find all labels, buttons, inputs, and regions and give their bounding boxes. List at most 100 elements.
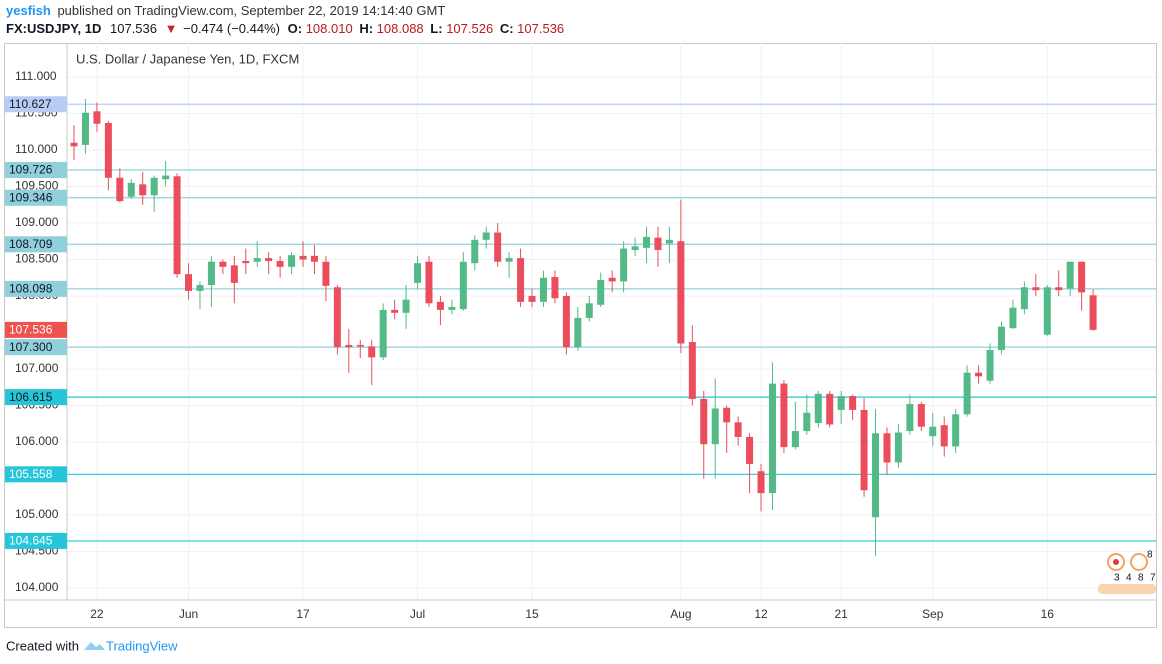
candle-body bbox=[505, 258, 513, 262]
header-line-2: FX:USDJPY, 1D 107.536 ▼ −0.474 (−0.44%) … bbox=[6, 21, 564, 36]
candle-body bbox=[185, 274, 193, 291]
x-tick-label: 12 bbox=[754, 607, 768, 621]
candle-body bbox=[448, 306, 456, 310]
candle-body bbox=[757, 471, 765, 494]
y-tick-label: 109.000 bbox=[15, 215, 59, 229]
candle-body bbox=[1055, 287, 1063, 291]
level-label: 109.346 bbox=[9, 190, 53, 204]
high-label: H: bbox=[359, 21, 373, 36]
level-label-bg bbox=[5, 162, 67, 179]
close: 107.536 bbox=[517, 21, 564, 36]
candle-body bbox=[768, 383, 776, 494]
candle-body bbox=[345, 344, 353, 348]
candle-body bbox=[459, 261, 467, 310]
candle-body bbox=[952, 414, 960, 447]
candle-body bbox=[93, 111, 101, 124]
event-count[interactable]: 3 bbox=[1114, 573, 1120, 584]
symbol: FX:USDJPY, 1D bbox=[6, 21, 101, 36]
open-label: O: bbox=[288, 21, 302, 36]
candle-body bbox=[333, 287, 341, 348]
level-label-bg bbox=[5, 389, 67, 406]
change: −0.474 (−0.44%) bbox=[183, 21, 280, 36]
level-label-bg bbox=[5, 466, 67, 483]
candle-body bbox=[322, 261, 330, 286]
candle-body bbox=[368, 346, 376, 358]
candle-body bbox=[265, 258, 273, 261]
low-label: L: bbox=[430, 21, 442, 36]
level-label: 107.300 bbox=[9, 340, 53, 354]
candle-body bbox=[711, 408, 719, 445]
level-label-bg bbox=[5, 96, 67, 113]
event-dot bbox=[1113, 559, 1119, 565]
candle-body bbox=[219, 261, 227, 267]
candle-body bbox=[81, 112, 89, 145]
candle-body bbox=[997, 326, 1005, 351]
candle-body bbox=[723, 407, 731, 423]
candle-body bbox=[906, 404, 914, 432]
candle-body bbox=[70, 142, 78, 147]
level-label: 108.098 bbox=[9, 282, 53, 296]
y-tick-label: 109.500 bbox=[15, 179, 59, 193]
author[interactable]: yesfish bbox=[6, 3, 51, 18]
candle-body bbox=[700, 398, 708, 445]
candle-body bbox=[780, 383, 788, 448]
candle-body bbox=[116, 177, 124, 202]
candle-body bbox=[734, 422, 742, 437]
level-label-bg bbox=[5, 189, 67, 206]
footer-brand[interactable]: TradingView bbox=[106, 638, 178, 653]
event-count[interactable]: 4 bbox=[1126, 573, 1132, 584]
candle-body bbox=[1066, 261, 1074, 289]
x-tick-label: Aug bbox=[670, 607, 691, 621]
header-line-1: yesfish published on TradingView.com, Se… bbox=[6, 3, 445, 18]
candle-body bbox=[310, 255, 318, 262]
candle-body bbox=[127, 182, 135, 197]
candle-body bbox=[929, 426, 937, 437]
price: 107.536 bbox=[110, 21, 157, 36]
footer-created: Created with bbox=[6, 638, 79, 653]
candle-body bbox=[665, 239, 673, 244]
candle-body bbox=[643, 236, 651, 248]
candle-body bbox=[1078, 261, 1086, 293]
candle-body bbox=[1020, 287, 1028, 310]
candle-body bbox=[826, 393, 834, 425]
level-label-bg bbox=[5, 236, 67, 253]
y-tick-label: 106.000 bbox=[15, 434, 59, 448]
x-tick-label: 22 bbox=[90, 607, 104, 621]
low: 107.526 bbox=[446, 21, 493, 36]
candle-body bbox=[299, 255, 307, 260]
candle-body bbox=[917, 404, 925, 427]
event-count[interactable]: 8 bbox=[1138, 573, 1144, 584]
candle-body bbox=[276, 260, 284, 267]
last-price-bg bbox=[5, 321, 67, 338]
last-price-label: 107.536 bbox=[9, 323, 53, 337]
candle-body bbox=[242, 260, 250, 264]
level-label-bg bbox=[5, 339, 67, 356]
candle-body bbox=[746, 436, 754, 464]
x-tick-label: 15 bbox=[525, 607, 539, 621]
candle-body bbox=[814, 393, 822, 424]
candle-body bbox=[597, 279, 605, 305]
candle-body bbox=[253, 258, 261, 262]
candle-body bbox=[391, 309, 399, 313]
candle-body bbox=[482, 232, 490, 240]
x-tick-label: 17 bbox=[296, 607, 310, 621]
candle-body bbox=[162, 175, 170, 180]
event-icon bbox=[1130, 553, 1148, 571]
candle-body bbox=[837, 396, 845, 410]
y-tick-label: 107.000 bbox=[15, 361, 59, 375]
event-count[interactable]: 8 bbox=[1147, 550, 1153, 561]
level-label-bg bbox=[5, 280, 67, 297]
candle-body bbox=[585, 303, 593, 318]
candle-body bbox=[528, 296, 536, 302]
candle-body bbox=[963, 372, 971, 415]
candle-body bbox=[803, 412, 811, 432]
event-count[interactable]: 7 bbox=[1150, 573, 1156, 584]
candle-body bbox=[849, 396, 857, 410]
level-label: 105.558 bbox=[9, 467, 53, 481]
candle-body bbox=[288, 255, 296, 267]
candle-body bbox=[539, 277, 547, 302]
candle-body bbox=[620, 248, 628, 282]
candle-body bbox=[883, 433, 891, 463]
candle-body bbox=[425, 261, 433, 304]
